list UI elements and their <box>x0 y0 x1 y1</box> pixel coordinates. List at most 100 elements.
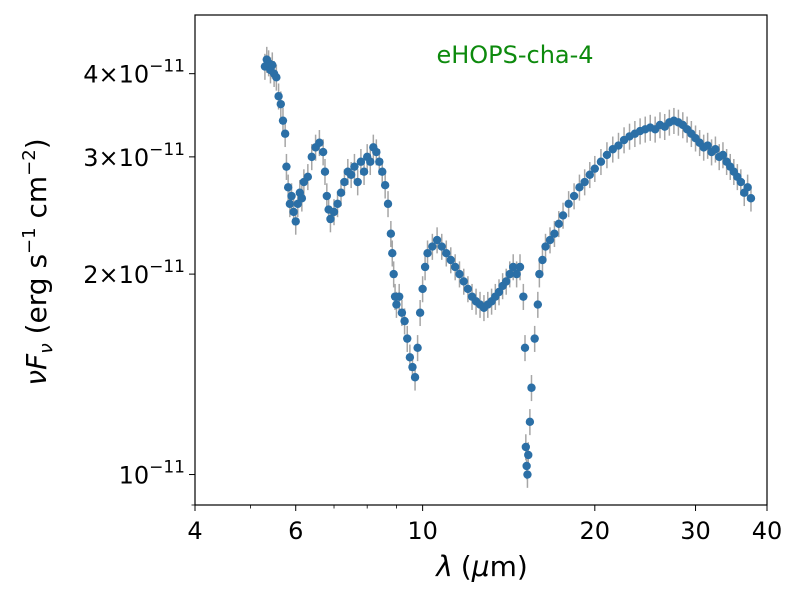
data-point <box>353 177 362 187</box>
data-point <box>297 194 307 203</box>
y-tick-label: 2×10−11 <box>83 257 185 289</box>
data-point <box>550 229 559 238</box>
data-point <box>545 235 555 245</box>
data-point <box>375 157 384 166</box>
data-point <box>525 417 535 427</box>
data-point <box>372 147 381 157</box>
y-label-sub: ν <box>35 343 57 354</box>
data-point <box>350 162 359 171</box>
data-point <box>413 343 422 353</box>
data-point <box>329 207 339 217</box>
data-point <box>287 191 296 201</box>
data-point <box>268 60 277 70</box>
x-label-mu: μ <box>471 550 490 583</box>
y-label-unit-a: (erg s <box>20 254 53 343</box>
x-tick-label: 20 <box>580 517 611 545</box>
y-label-F: F <box>20 353 53 370</box>
data-point <box>418 284 427 294</box>
data-point <box>283 183 293 192</box>
data-point <box>718 150 728 160</box>
x-axis-ticks: 4 6 10 20 30 40 <box>187 505 782 545</box>
data-point <box>333 199 342 209</box>
data-point <box>380 180 390 190</box>
y-label-unit-b: cm <box>20 176 53 228</box>
data-point <box>736 177 746 187</box>
data-point <box>282 162 291 171</box>
data-point <box>346 170 356 179</box>
data-point <box>602 150 612 160</box>
data-point <box>291 217 300 226</box>
y-label-exp2: −2 <box>19 149 40 176</box>
data-point <box>386 229 396 238</box>
x-tick-label: 4 <box>187 517 202 545</box>
data-point <box>522 461 531 471</box>
data-point <box>519 292 528 301</box>
y-label-exp1: −1 <box>19 227 40 254</box>
data-point <box>280 129 290 138</box>
x-tick-label: 40 <box>752 517 783 545</box>
data-point <box>408 362 417 372</box>
data-point <box>303 172 313 182</box>
data-point <box>564 199 573 209</box>
data-point <box>272 73 281 82</box>
data-point <box>276 99 285 109</box>
data-point <box>359 167 369 176</box>
x-tick-label: 6 <box>288 517 303 545</box>
data-point <box>558 211 568 220</box>
data-point <box>585 170 594 179</box>
data-point <box>356 157 366 166</box>
data-point <box>405 353 415 362</box>
data-point <box>590 164 600 173</box>
data-point <box>746 194 756 203</box>
plot-frame <box>194 14 768 506</box>
x-label-symbol: λ <box>434 550 453 583</box>
y-label-nu: ν <box>20 370 53 386</box>
data-point <box>322 191 332 201</box>
data-point <box>459 277 468 286</box>
data-point <box>289 207 298 217</box>
data-point <box>614 141 623 150</box>
data-point <box>505 269 514 279</box>
y-axis-label: νFν (erg s−1 cm−2) <box>19 138 57 385</box>
data-point <box>285 199 295 209</box>
data-point <box>397 308 407 317</box>
data-point <box>509 262 518 272</box>
data-point <box>450 262 460 272</box>
data-point <box>415 308 425 317</box>
data-point <box>711 145 720 154</box>
data-point <box>403 334 412 343</box>
data-point <box>502 277 511 286</box>
errorbar-layer <box>264 46 752 488</box>
data-point <box>541 242 550 251</box>
data-point <box>455 269 464 279</box>
data-point <box>428 242 437 251</box>
data-point <box>524 450 533 460</box>
y-tick-label: 3×10−11 <box>83 140 185 172</box>
data-point <box>394 292 404 301</box>
data-point <box>703 141 712 150</box>
data-point <box>320 167 330 176</box>
chart-annotation: eHOPS-cha-4 <box>436 41 593 69</box>
data-point <box>378 167 387 176</box>
data-point <box>494 287 504 297</box>
data-point <box>278 116 288 125</box>
data-point <box>437 242 446 251</box>
data-point <box>463 284 473 294</box>
x-axis-label: λ (μm) <box>434 550 528 583</box>
x-tick-label: 30 <box>680 517 711 545</box>
data-point <box>580 177 589 187</box>
data-point <box>392 300 401 309</box>
x-label-rest: m) <box>490 550 528 583</box>
data-point <box>388 248 397 258</box>
data-point <box>336 188 346 197</box>
data-point <box>523 470 532 479</box>
data-point <box>420 262 430 272</box>
data-point <box>307 152 316 162</box>
x-tick-label: 10 <box>407 517 438 545</box>
data-point <box>410 373 420 382</box>
data-point <box>533 300 543 309</box>
data-point <box>432 235 442 245</box>
data-point <box>400 316 409 326</box>
data-point <box>383 199 393 209</box>
